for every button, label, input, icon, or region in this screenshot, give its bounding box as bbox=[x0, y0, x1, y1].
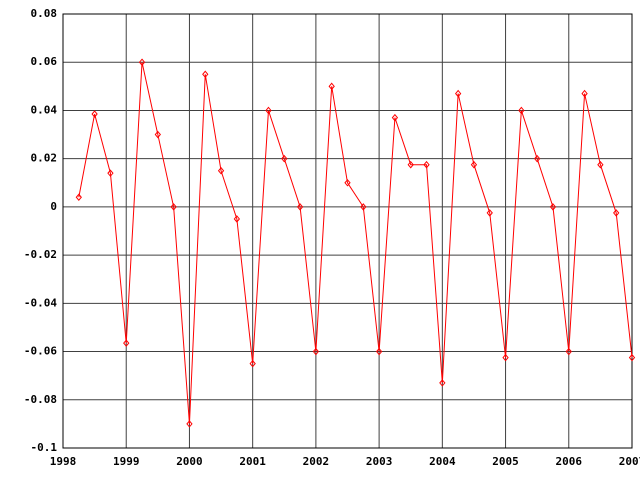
data-marker bbox=[628, 353, 636, 362]
data-marker bbox=[407, 160, 414, 169]
data-marker bbox=[154, 130, 161, 139]
data-marker bbox=[375, 347, 383, 356]
y-tick-label: -0.02 bbox=[24, 248, 57, 261]
y-tick-label: 0.06 bbox=[31, 55, 58, 68]
data-marker bbox=[312, 347, 320, 356]
y-tick-label: -0.08 bbox=[24, 393, 57, 406]
x-tick-label: 2003 bbox=[366, 455, 393, 468]
data-marker bbox=[107, 169, 114, 177]
y-tick-label: -0.1 bbox=[31, 441, 58, 454]
x-tick-label: 1999 bbox=[113, 455, 140, 468]
data-marker bbox=[170, 203, 177, 211]
data-marker bbox=[75, 193, 82, 202]
plot-border bbox=[62, 13, 633, 449]
data-marker bbox=[565, 347, 572, 356]
data-marker bbox=[534, 154, 541, 163]
data-marker bbox=[486, 209, 493, 217]
data-marker bbox=[454, 89, 462, 98]
x-tick-label: 1998 bbox=[50, 455, 77, 468]
data-marker bbox=[233, 215, 241, 223]
data-marker bbox=[217, 166, 225, 175]
data-line bbox=[78, 62, 633, 424]
data-marker bbox=[265, 106, 272, 115]
data-marker bbox=[470, 160, 478, 169]
data-marker bbox=[549, 203, 557, 211]
x-tick-label: 2002 bbox=[303, 455, 330, 468]
data-marker bbox=[391, 113, 399, 122]
data-marker bbox=[502, 353, 509, 362]
data-marker bbox=[296, 203, 304, 211]
y-tick-label: -0.06 bbox=[24, 345, 57, 358]
data-marker bbox=[123, 339, 130, 347]
data-marker bbox=[138, 58, 146, 67]
y-tick-label: 0 bbox=[50, 200, 57, 213]
data-marker bbox=[597, 160, 604, 169]
y-tick-label: 0.08 bbox=[31, 7, 58, 20]
data-marker bbox=[423, 160, 430, 169]
x-tick-label: 2006 bbox=[556, 455, 583, 468]
x-tick-label: 2007 bbox=[619, 455, 640, 468]
y-tick-label: 0.02 bbox=[31, 152, 58, 165]
plot-area bbox=[62, 13, 633, 449]
x-tick-label: 2004 bbox=[429, 455, 456, 468]
data-marker bbox=[249, 359, 256, 368]
data-marker bbox=[344, 178, 351, 187]
y-tick-label: 0.04 bbox=[31, 103, 58, 116]
data-marker bbox=[91, 110, 98, 118]
data-marker bbox=[439, 379, 446, 387]
x-tick-label: 2005 bbox=[492, 455, 519, 468]
data-marker bbox=[360, 203, 367, 211]
x-tick-label: 2001 bbox=[239, 455, 266, 468]
data-marker bbox=[328, 82, 335, 91]
data-marker bbox=[613, 209, 620, 217]
data-marker bbox=[518, 106, 525, 115]
data-marker bbox=[202, 70, 209, 79]
y-tick-label: -0.04 bbox=[24, 296, 57, 309]
data-marker bbox=[186, 420, 193, 428]
data-marker bbox=[581, 89, 588, 98]
data-marker bbox=[281, 154, 288, 163]
x-tick-label: 2000 bbox=[176, 455, 203, 468]
